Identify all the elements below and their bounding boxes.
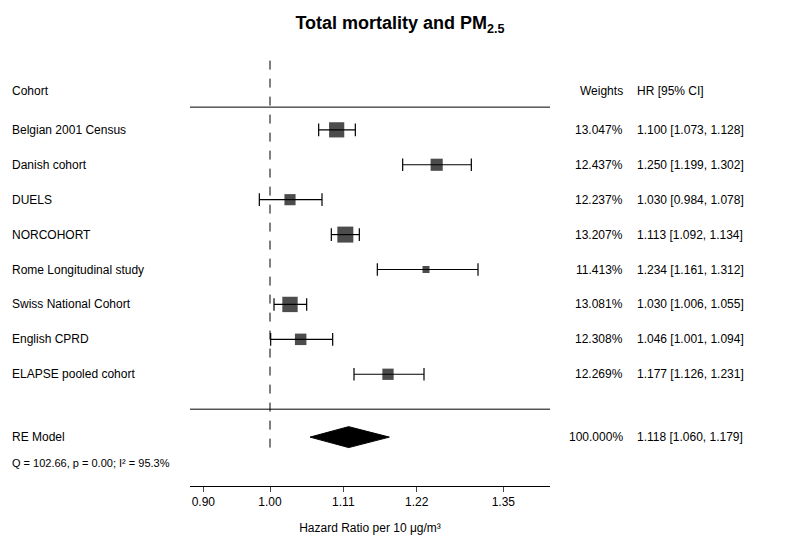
svg-text:1.177 [1.126, 1.231]: 1.177 [1.126, 1.231] <box>637 367 744 381</box>
svg-text:Q = 102.66, p = 0.00; I² = 95.: Q = 102.66, p = 0.00; I² = 95.3% <box>12 457 170 469</box>
svg-text:English CPRD: English CPRD <box>12 332 89 346</box>
svg-text:1.250 [1.199, 1.302]: 1.250 [1.199, 1.302] <box>637 158 744 172</box>
svg-text:Cohort: Cohort <box>12 84 49 98</box>
svg-text:HR [95% CI]: HR [95% CI] <box>637 84 704 98</box>
svg-text:1.11: 1.11 <box>332 495 355 509</box>
svg-text:DUELS: DUELS <box>12 193 52 207</box>
svg-text:Belgian 2001 Census: Belgian 2001 Census <box>12 123 126 137</box>
svg-text:1.030 [0.984, 1.078]: 1.030 [0.984, 1.078] <box>637 193 744 207</box>
svg-text:12.308%: 12.308% <box>575 332 623 346</box>
svg-text:1.00: 1.00 <box>258 495 282 509</box>
svg-text:RE Model: RE Model <box>12 430 65 444</box>
svg-text:Swiss National Cohort: Swiss National Cohort <box>12 297 131 311</box>
svg-text:13.207%: 13.207% <box>575 228 623 242</box>
svg-text:Hazard Ratio per 10 μg/m³: Hazard Ratio per 10 μg/m³ <box>299 521 441 535</box>
svg-text:Danish cohort: Danish cohort <box>12 158 87 172</box>
svg-text:13.081%: 13.081% <box>575 297 623 311</box>
svg-text:0.90: 0.90 <box>192 495 216 509</box>
svg-text:NORCOHORT: NORCOHORT <box>12 228 91 242</box>
svg-text:Weights: Weights <box>580 84 623 98</box>
svg-text:1.113 [1.092, 1.134]: 1.113 [1.092, 1.134] <box>637 228 743 242</box>
svg-text:1.100 [1.073, 1.128]: 1.100 [1.073, 1.128] <box>637 123 744 137</box>
svg-text:ELAPSE pooled cohort: ELAPSE pooled cohort <box>12 367 135 381</box>
svg-text:12.437%: 12.437% <box>575 158 623 172</box>
svg-text:12.237%: 12.237% <box>575 193 623 207</box>
svg-text:1.22: 1.22 <box>405 495 429 509</box>
svg-text:100.000%: 100.000% <box>569 430 623 444</box>
svg-text:1.046 [1.001, 1.094]: 1.046 [1.001, 1.094] <box>637 332 744 346</box>
svg-text:1.030 [1.006, 1.055]: 1.030 [1.006, 1.055] <box>637 297 744 311</box>
svg-text:1.118 [1.060, 1.179]: 1.118 [1.060, 1.179] <box>637 430 743 444</box>
svg-text:1.234 [1.161, 1.312]: 1.234 [1.161, 1.312] <box>637 263 744 277</box>
svg-text:Rome Longitudinal study: Rome Longitudinal study <box>12 263 144 277</box>
svg-text:12.269%: 12.269% <box>575 367 623 381</box>
svg-text:11.413%: 11.413% <box>576 263 623 277</box>
svg-text:Total mortality and PM​2.5​: Total mortality and PM​2.5​ <box>295 13 504 36</box>
svg-text:13.047%: 13.047% <box>575 123 623 137</box>
svg-text:1.35: 1.35 <box>492 495 516 509</box>
